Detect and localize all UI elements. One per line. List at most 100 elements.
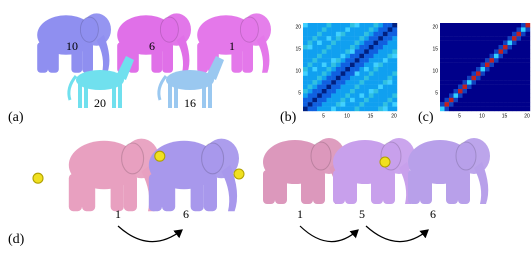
heat-cell xyxy=(331,58,336,63)
heat-cell xyxy=(336,71,341,76)
heat-cell xyxy=(345,54,350,59)
heat-cell xyxy=(512,54,517,59)
heat-cell xyxy=(355,45,360,50)
heat-cell xyxy=(341,41,346,46)
heat-cell xyxy=(517,98,522,103)
heat-cell xyxy=(512,102,517,107)
leg xyxy=(263,170,275,204)
heat-cell xyxy=(517,107,522,112)
heat-cell xyxy=(327,63,332,68)
heat-cell xyxy=(317,67,322,72)
heat-cell xyxy=(449,102,454,107)
figure: (a) (b) (c) (d) 201510551015202015105510… xyxy=(0,0,532,253)
heat-cell xyxy=(481,54,486,59)
heat-cell xyxy=(454,45,459,50)
heat-cell xyxy=(508,93,513,98)
heat-cell xyxy=(345,89,350,94)
heat-cell xyxy=(499,107,504,112)
heat-cell xyxy=(327,45,332,50)
heat-cell xyxy=(449,36,454,41)
heat-cell xyxy=(481,98,486,103)
heat-cell xyxy=(521,63,526,68)
heat-cell xyxy=(336,80,341,85)
heat-cell xyxy=(327,49,332,54)
tick-label: 20 xyxy=(524,113,530,119)
heat-cell xyxy=(463,107,468,112)
heat-cell xyxy=(327,98,332,103)
heat-cell xyxy=(345,107,350,112)
heat-cell xyxy=(327,107,332,112)
heat-cell xyxy=(445,76,450,81)
heat-cell xyxy=(490,93,495,98)
heat-cell xyxy=(392,71,397,76)
tick-label: 5 xyxy=(298,90,301,96)
heat-cell xyxy=(467,32,472,37)
heat-cell xyxy=(350,54,355,59)
heat-cell xyxy=(331,93,336,98)
heat-cell xyxy=(369,63,374,68)
heat-cell xyxy=(364,80,369,85)
heat-cell xyxy=(369,36,374,41)
heat-cell xyxy=(392,41,397,46)
heat-cell xyxy=(485,107,490,112)
heat-cell xyxy=(364,27,369,32)
heat-cell xyxy=(440,76,445,81)
heat-cell xyxy=(303,85,308,90)
heat-cell xyxy=(494,54,499,59)
heat-cell xyxy=(378,45,383,50)
leg xyxy=(118,84,122,108)
heat-cell xyxy=(327,36,332,41)
heat-cell xyxy=(364,54,369,59)
heat-cell xyxy=(364,63,369,68)
heat-cell xyxy=(485,71,490,76)
heat-cell xyxy=(512,32,517,37)
heat-cell xyxy=(327,27,332,32)
heat-cell xyxy=(503,71,508,76)
marker-ball xyxy=(33,173,43,183)
heat-cell xyxy=(392,80,397,85)
heat-cell xyxy=(472,58,477,63)
heat-cell xyxy=(317,27,322,32)
heat-cell xyxy=(517,89,522,94)
heat-cell xyxy=(449,45,454,50)
heat-cell xyxy=(503,41,508,46)
heat-cell xyxy=(445,63,450,68)
heat-cell xyxy=(503,76,508,81)
heat-cell xyxy=(440,85,445,90)
heat-cell xyxy=(472,76,477,81)
heat-cell xyxy=(378,23,383,28)
heat-cell xyxy=(449,23,454,28)
heat-cell xyxy=(521,58,526,63)
heat-cell xyxy=(359,80,364,85)
heat-cell xyxy=(369,54,374,59)
leg xyxy=(37,42,48,73)
leg xyxy=(84,84,88,108)
heat-cell xyxy=(485,36,490,41)
heat-cell xyxy=(481,63,486,68)
heat-cell xyxy=(494,89,499,94)
heat-cell xyxy=(392,54,397,59)
heat-cell xyxy=(494,49,499,54)
heat-cell xyxy=(481,89,486,94)
heat-cell xyxy=(449,76,454,81)
heat-cell xyxy=(440,32,445,37)
heat-cell xyxy=(508,67,513,72)
heat-cell xyxy=(345,67,350,72)
heat-cell xyxy=(378,76,383,81)
heat-cell xyxy=(345,71,350,76)
heat-cell xyxy=(303,23,308,28)
heat-cell xyxy=(308,58,313,63)
heat-cell xyxy=(350,93,355,98)
ear xyxy=(202,143,224,174)
heat-cell xyxy=(308,49,313,54)
heat-cell xyxy=(512,89,517,94)
heat-cell xyxy=(345,93,350,98)
heat-cell xyxy=(472,54,477,59)
ear xyxy=(160,17,178,42)
heat-cell xyxy=(472,71,477,76)
heat-cell xyxy=(508,49,513,54)
leg xyxy=(124,174,137,211)
heat-cell xyxy=(463,102,468,107)
heat-cell xyxy=(388,107,393,112)
heat-cell xyxy=(472,107,477,112)
